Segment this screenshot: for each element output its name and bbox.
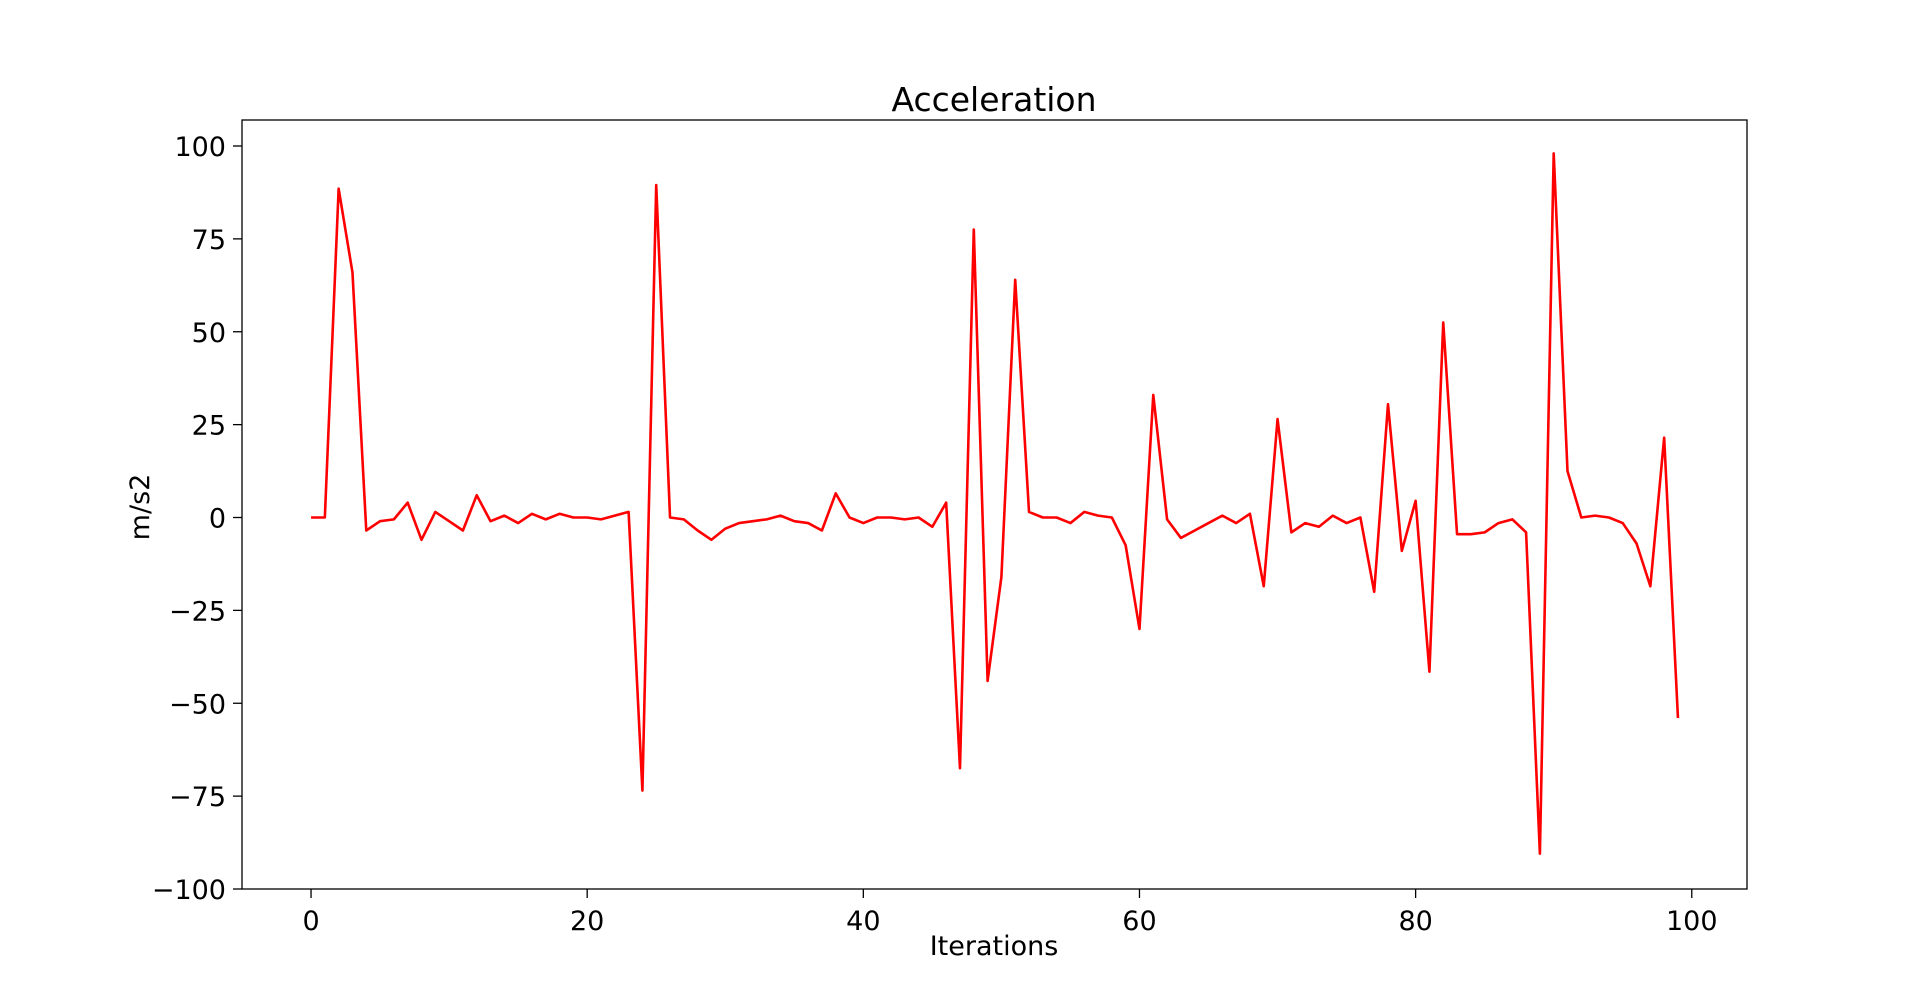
y-tick-label: 50 bbox=[192, 318, 226, 349]
x-tick-label: 20 bbox=[570, 906, 604, 937]
y-tick-label: −100 bbox=[152, 875, 226, 906]
y-tick-label: −50 bbox=[169, 689, 226, 720]
x-tick-label: 60 bbox=[1122, 906, 1156, 937]
y-tick-label: 75 bbox=[192, 225, 226, 256]
plot-layer bbox=[311, 152, 1680, 856]
x-tick-label: 40 bbox=[846, 906, 880, 937]
y-tick-label: −25 bbox=[169, 596, 226, 627]
y-tick-label: 100 bbox=[174, 132, 226, 163]
x-axis-title: Iterations bbox=[930, 931, 1059, 962]
x-tick-label: 80 bbox=[1398, 906, 1432, 937]
y-tick-label: −75 bbox=[169, 782, 226, 813]
x-tick-label: 0 bbox=[302, 906, 319, 937]
chart-title: Acceleration bbox=[891, 80, 1096, 119]
plot-frame bbox=[241, 119, 1748, 890]
series-line-0 bbox=[311, 152, 1680, 856]
ticks-layer: 0 20 40 60 80 100 −100 −75 −50 −25 0 25 50 75 100 bbox=[152, 132, 1718, 937]
y-tick-label: 25 bbox=[192, 411, 226, 442]
y-tick-label: 0 bbox=[209, 504, 226, 535]
y-axis-title: m/s2 bbox=[125, 474, 156, 541]
x-tick-label: 100 bbox=[1666, 906, 1718, 937]
